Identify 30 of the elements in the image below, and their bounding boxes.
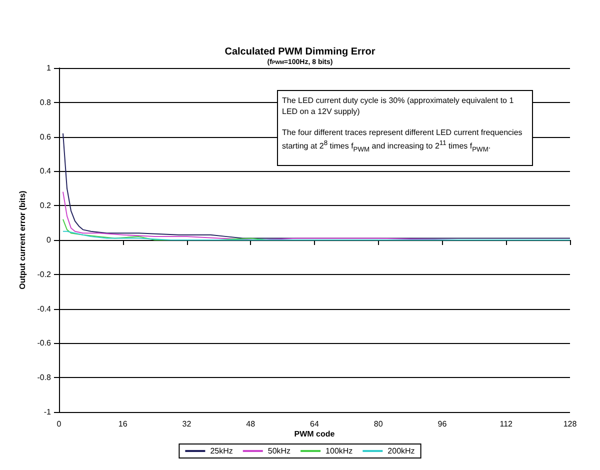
- legend-label: 25kHz: [210, 446, 233, 456]
- annotation: The LED current duty cycle is 30% (approximately equivalent to 1 LED on a 12V supply): [282, 95, 515, 117]
- y-tick-label: -1: [44, 408, 52, 416]
- x-tick-label: 64: [310, 420, 320, 428]
- y-tick-label: -0.2: [37, 270, 52, 279]
- x-tick-label: 16: [118, 420, 128, 428]
- legend-label: 100kHz: [326, 446, 353, 456]
- x-tick-label: 80: [374, 420, 384, 428]
- x-tick-label: 128: [563, 420, 578, 428]
- y-tick-label: 0.6: [40, 132, 52, 142]
- x-tick-label: 48: [246, 420, 256, 428]
- y-tick-label: 0.2: [40, 201, 52, 210]
- legend-label: 200kHz: [388, 446, 415, 456]
- legend-label: 50kHz: [268, 446, 291, 456]
- y-tick-label: 0: [46, 236, 52, 244]
- y-tick-label: 1: [46, 64, 52, 72]
- line-series: [62, 230, 570, 240]
- text: The four different traces represent different LED current frequencies starting at 2$^{8}$ times f$_{PWM}$ and increasing to 2$^{11}$ times f$_{PWM}$.: [282, 128, 522, 154]
- y-tick-label: -0.8: [37, 373, 52, 382]
- x-axis-title: PWM code: [294, 430, 336, 438]
- y-tick-label: -0.6: [37, 338, 52, 348]
- chart-title: Calculated PWM Dimming Error: [224, 46, 376, 58]
- y-tick-label: 0.8: [40, 98, 52, 107]
- x-tick-label: 32: [182, 420, 192, 428]
- y-tick-label: -0.4: [37, 304, 52, 314]
- y-tick-label: 0.4: [40, 166, 52, 176]
- y-axis-title: Output current error (bits): [18, 190, 27, 290]
- x-tick-label: 112: [500, 420, 514, 428]
- x-tick-label: 96: [438, 420, 448, 428]
- x-tick-label: 0: [56, 420, 62, 428]
